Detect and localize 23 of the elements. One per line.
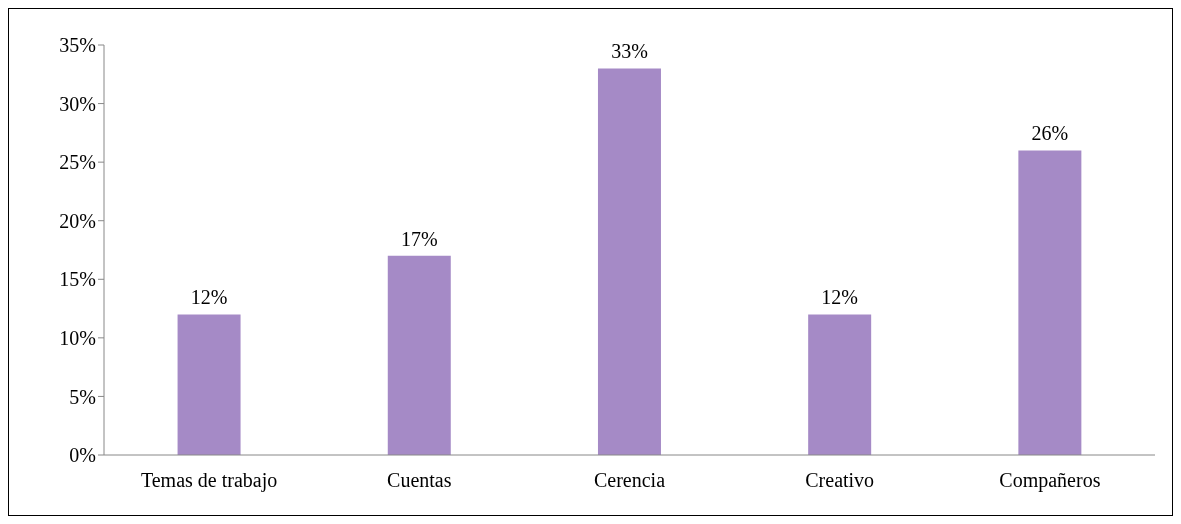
x-tick-label: Cerencia	[593, 469, 666, 492]
x-tick-label: Temas de trabajo	[140, 469, 278, 493]
x-tick-label: Cuentas	[387, 469, 452, 492]
bar	[1018, 150, 1082, 455]
y-tick-label: 35%	[59, 34, 96, 57]
x-tick-label: Creativo	[805, 469, 875, 492]
bar	[387, 255, 451, 455]
x-tick-label: Compañeros	[999, 469, 1101, 493]
data-label: 26%	[1031, 122, 1069, 145]
data-label: 33%	[611, 40, 648, 63]
y-tick-label: 20%	[59, 209, 96, 232]
y-tick-label: 10%	[59, 326, 96, 349]
bar	[177, 314, 241, 455]
y-tick-label: 25%	[59, 151, 96, 174]
data-label: 17%	[400, 227, 438, 250]
bar	[597, 68, 661, 455]
y-tick-label: 5%	[69, 385, 96, 408]
y-tick-label: 0%	[69, 444, 96, 467]
bar	[808, 314, 872, 455]
y-tick-label: 30%	[59, 92, 96, 115]
y-tick-label: 15%	[59, 268, 96, 291]
data-label: 12%	[821, 286, 859, 309]
data-label: 12%	[190, 286, 228, 309]
